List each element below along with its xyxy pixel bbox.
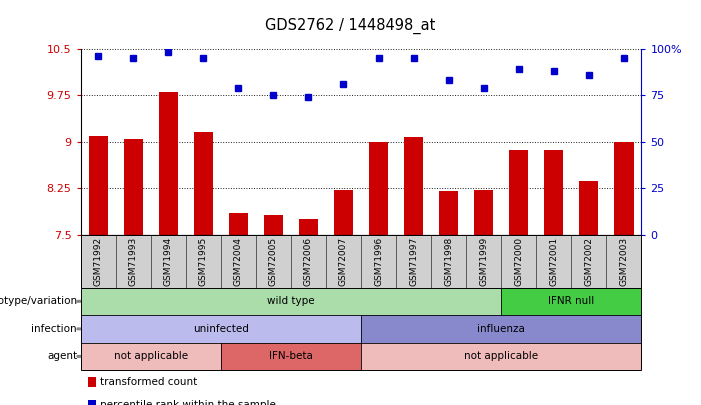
Bar: [334, 190, 353, 235]
Text: GSM71996: GSM71996: [374, 237, 383, 286]
Text: percentile rank within the sample: percentile rank within the sample: [100, 400, 275, 405]
Bar: [88, 136, 108, 235]
Text: influenza: influenza: [477, 324, 525, 334]
Text: GSM72002: GSM72002: [585, 237, 593, 286]
Bar: [614, 142, 634, 235]
Bar: [158, 92, 178, 235]
Text: GSM71995: GSM71995: [199, 237, 207, 286]
Text: not applicable: not applicable: [464, 352, 538, 361]
Bar: [229, 213, 248, 235]
Text: GSM71999: GSM71999: [479, 237, 488, 286]
Text: infection: infection: [32, 324, 77, 334]
Text: transformed count: transformed count: [100, 377, 197, 387]
Text: IFNR null: IFNR null: [548, 296, 594, 306]
Text: GSM72004: GSM72004: [234, 237, 243, 286]
Bar: [193, 132, 213, 235]
Text: wild type: wild type: [267, 296, 315, 306]
Text: GSM71994: GSM71994: [164, 237, 172, 286]
Text: GSM72006: GSM72006: [304, 237, 313, 286]
Bar: [123, 139, 143, 235]
Text: GSM71992: GSM71992: [94, 237, 102, 286]
Bar: [544, 150, 564, 235]
Text: GSM72007: GSM72007: [339, 237, 348, 286]
Text: GSM71998: GSM71998: [444, 237, 453, 286]
Text: GSM72003: GSM72003: [620, 237, 628, 286]
Bar: [474, 190, 494, 235]
Text: GSM72000: GSM72000: [515, 237, 523, 286]
Text: IFN-beta: IFN-beta: [269, 352, 313, 361]
Text: agent: agent: [47, 352, 77, 361]
Text: uninfected: uninfected: [193, 324, 249, 334]
Text: GSM71993: GSM71993: [129, 237, 137, 286]
Text: GSM72005: GSM72005: [269, 237, 278, 286]
Bar: [264, 215, 283, 235]
Text: genotype/variation: genotype/variation: [0, 296, 77, 306]
Text: GDS2762 / 1448498_at: GDS2762 / 1448498_at: [265, 18, 436, 34]
Bar: [299, 220, 318, 235]
Bar: [439, 192, 458, 235]
Text: GSM71997: GSM71997: [409, 237, 418, 286]
Text: not applicable: not applicable: [114, 352, 188, 361]
Bar: [579, 181, 599, 235]
Bar: [369, 142, 388, 235]
Bar: [404, 137, 423, 235]
Bar: [509, 150, 529, 235]
Text: GSM72001: GSM72001: [550, 237, 558, 286]
